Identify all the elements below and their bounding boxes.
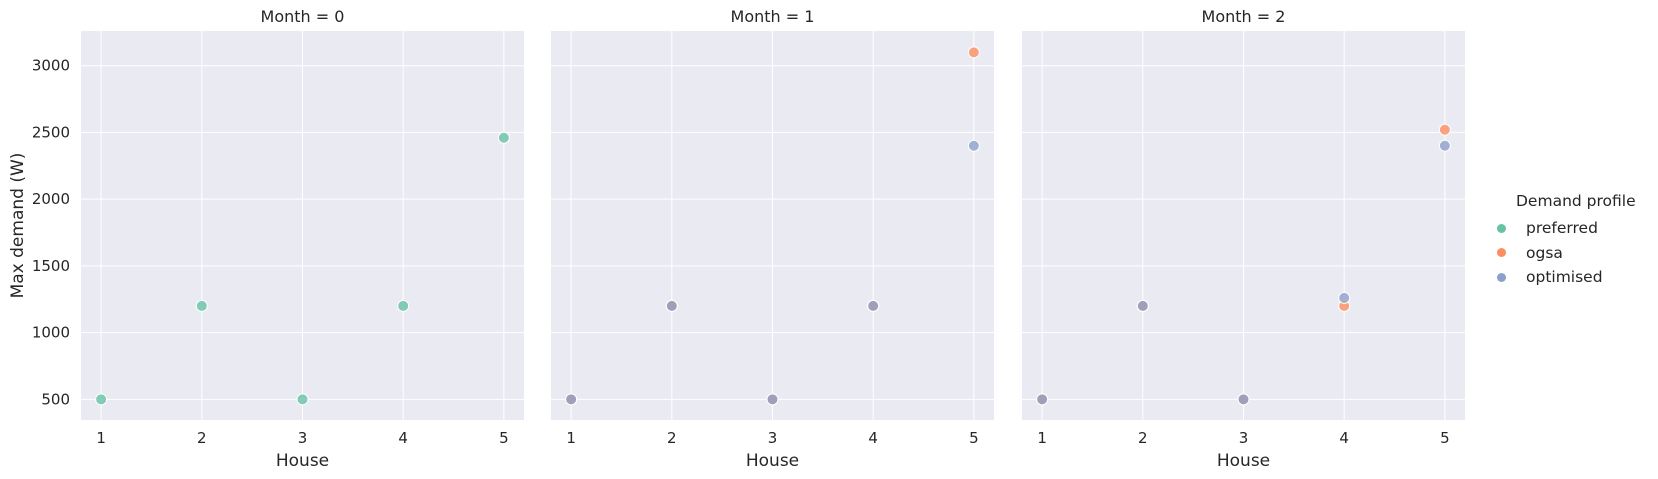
y-tick-label: 1500	[32, 257, 70, 275]
legend-label-ogsa: ogsa	[1526, 243, 1563, 262]
data-point-optimised	[967, 139, 980, 152]
data-point-preferred	[195, 299, 208, 312]
legend-label-preferred: preferred	[1526, 219, 1598, 238]
data-point-ogsa	[1438, 123, 1451, 136]
x-tick-label: 1	[96, 429, 106, 447]
y-tick-label: 2000	[32, 190, 70, 208]
y-tick-label: 2500	[32, 123, 70, 141]
x-tick-label: 3	[1239, 429, 1249, 447]
legend-swatch-optimised	[1497, 272, 1506, 282]
data-point-optimised	[1338, 291, 1351, 304]
x-tick-label: 5	[499, 429, 509, 447]
x-tick-label: 2	[197, 429, 207, 447]
data-point-optimised	[1036, 393, 1049, 406]
x-tick-label: 3	[298, 429, 308, 447]
data-point-optimised	[766, 393, 779, 406]
y-tick-label: 500	[41, 390, 70, 408]
legend: Demand profile preferred ogsa optimised	[1497, 192, 1636, 290]
x-tick-label: 4	[868, 429, 878, 447]
x-axis-label: House	[1217, 451, 1270, 471]
x-tick-label: 1	[566, 429, 576, 447]
x-tick-label: 5	[969, 429, 979, 447]
x-tick-label: 2	[1138, 429, 1148, 447]
legend-swatch-ogsa	[1497, 248, 1506, 258]
legend-label-optimised: optimised	[1526, 268, 1603, 287]
panel-title: Month = 2	[1202, 7, 1286, 26]
data-point-optimised	[867, 299, 880, 312]
data-point-preferred	[497, 131, 510, 144]
legend-item-preferred: preferred	[1497, 216, 1636, 241]
data-point-optimised	[565, 393, 578, 406]
data-point-preferred	[95, 393, 108, 406]
data-point-ogsa	[967, 46, 980, 59]
legend-swatch-preferred	[1497, 223, 1506, 233]
x-tick-label: 4	[1339, 429, 1349, 447]
legend-item-ogsa: ogsa	[1497, 241, 1636, 266]
x-axis-label: House	[276, 451, 329, 471]
panel-title: Month = 0	[261, 7, 345, 26]
x-tick-label: 5	[1440, 429, 1450, 447]
x-tick-label: 1	[1037, 429, 1047, 447]
data-point-optimised	[1438, 139, 1451, 152]
y-tick-label: 1000	[32, 324, 70, 342]
data-point-optimised	[1237, 393, 1250, 406]
data-point-optimised	[665, 299, 678, 312]
x-tick-label: 4	[398, 429, 408, 447]
legend-item-optimised: optimised	[1497, 265, 1636, 290]
legend-title: Demand profile	[1516, 192, 1636, 210]
data-point-preferred	[296, 393, 309, 406]
data-point-optimised	[1136, 299, 1149, 312]
x-tick-label: 3	[768, 429, 778, 447]
data-point-preferred	[397, 299, 410, 312]
panel-title: Month = 1	[731, 7, 815, 26]
x-axis-label: House	[746, 451, 799, 471]
x-tick-label: 2	[667, 429, 677, 447]
y-tick-label: 3000	[32, 57, 70, 75]
y-axis-label: Max demand (W)	[8, 153, 28, 299]
